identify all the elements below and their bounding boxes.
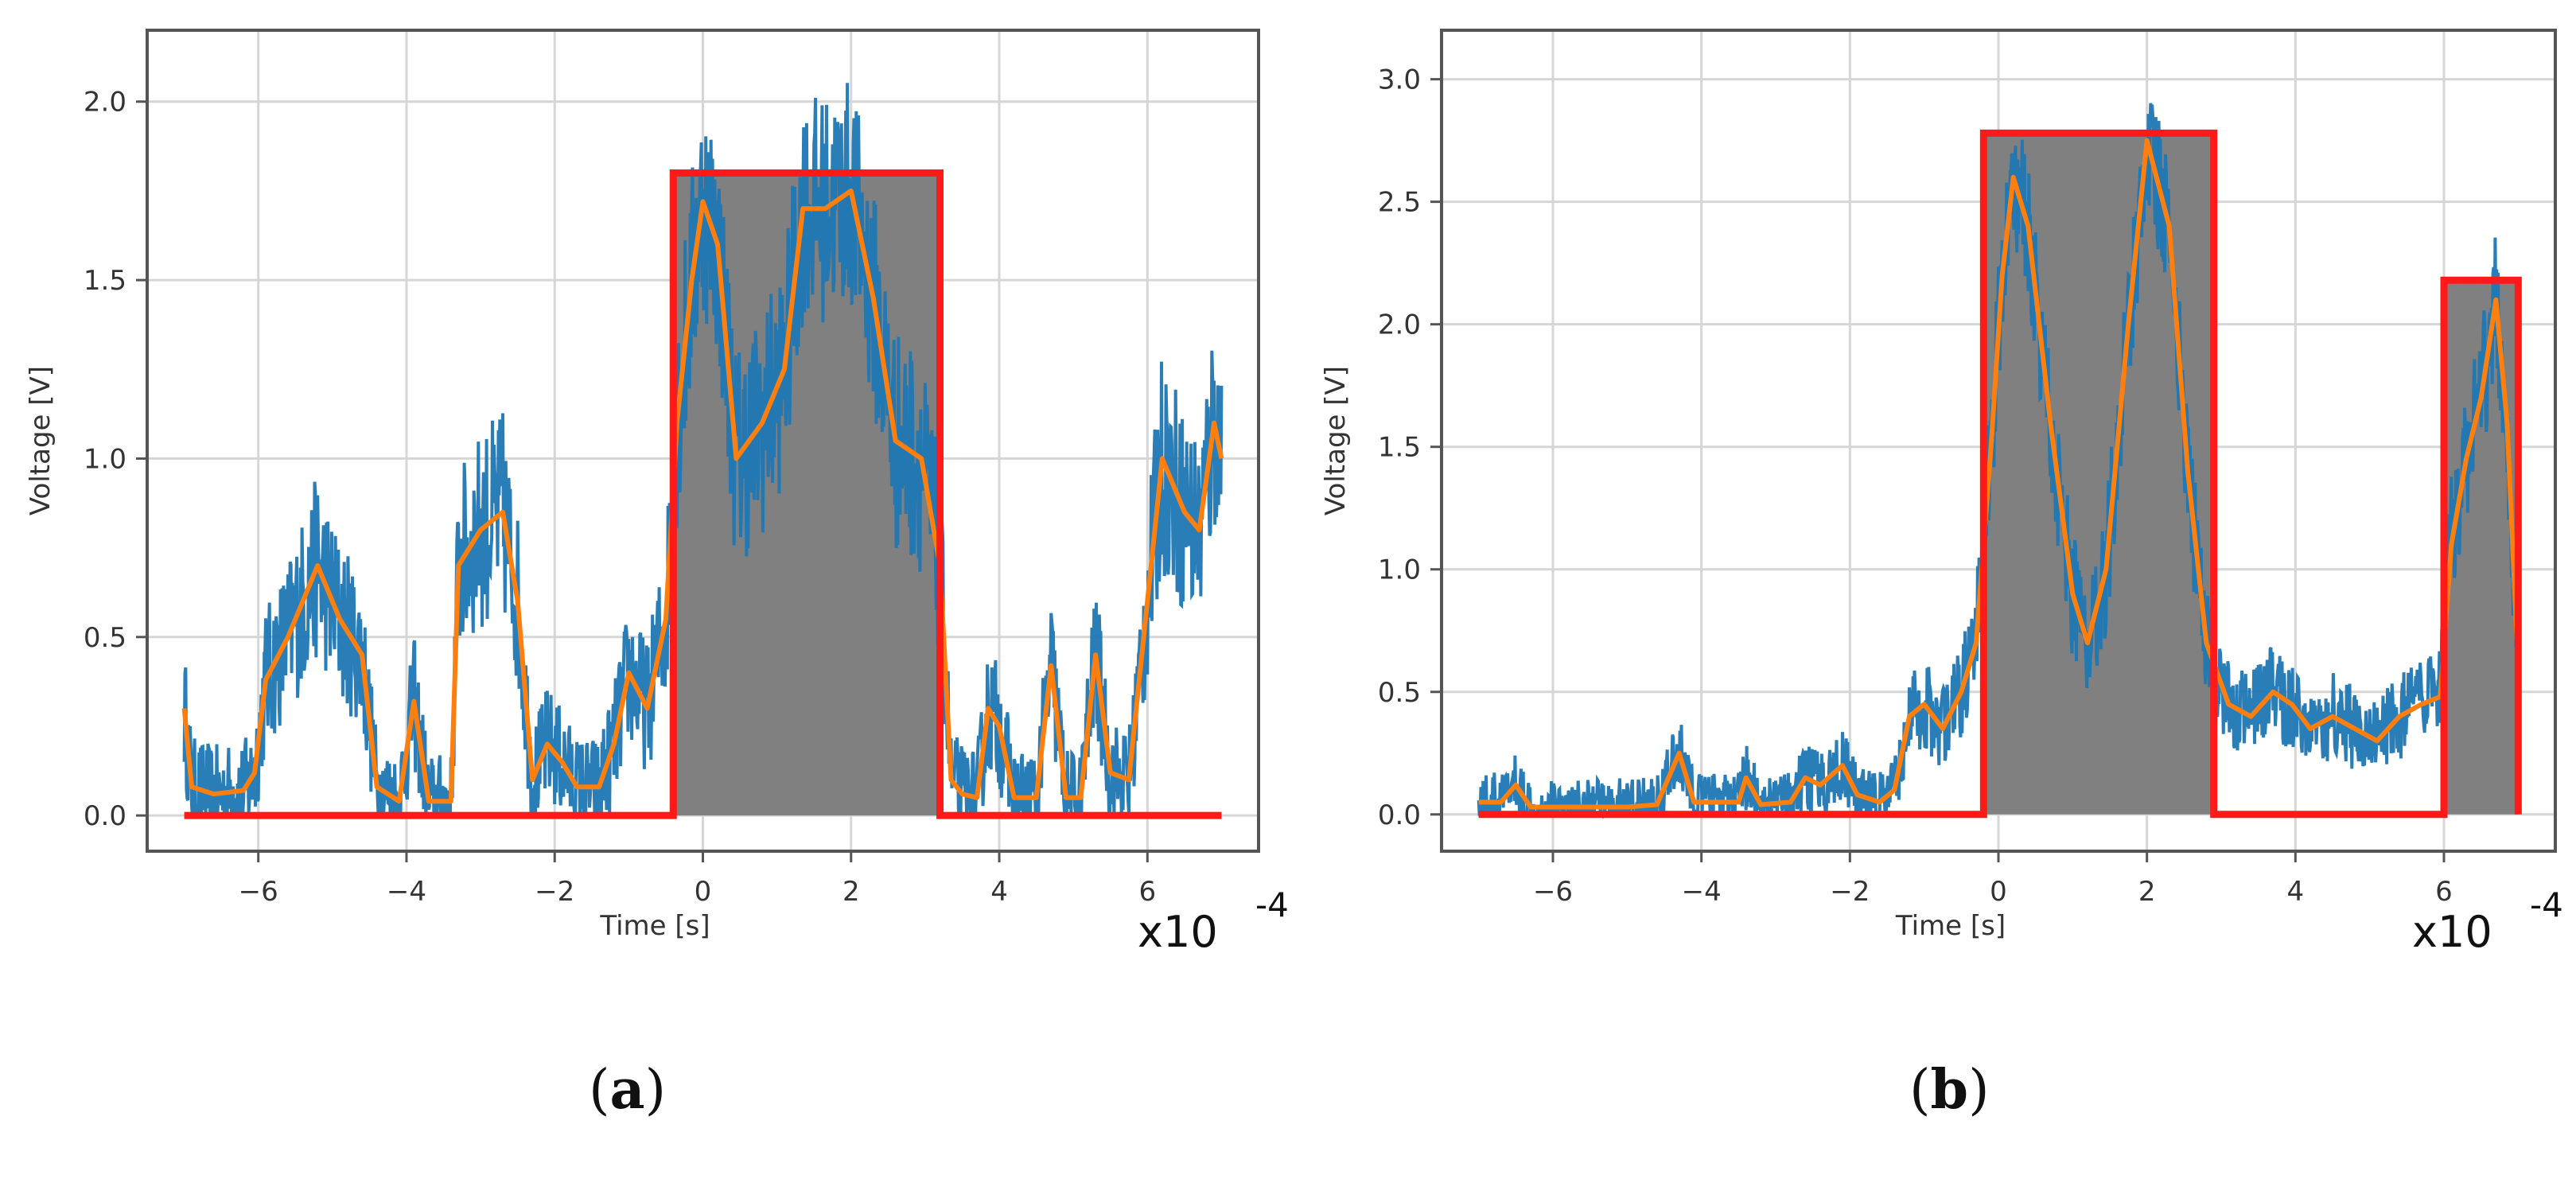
- caption-b: (b): [1909, 1058, 1990, 1122]
- x-tick-label: 0: [1990, 876, 2007, 908]
- panel-b: −6 −4 −2 0 2 4 6 0.0 0.5 1.0 1.5 2.0 2.5 3.0 Time [s] V…: [1320, 29, 2563, 957]
- x-tick-label: 2: [2138, 876, 2156, 908]
- x-tick-label: 4: [990, 876, 1008, 908]
- y-axis-label: Voltage [V]: [1320, 366, 1352, 515]
- y-tick-label: 2.0: [1378, 309, 1421, 341]
- x-tick-label: 0: [695, 876, 712, 908]
- x-multiplier-base: x10: [2412, 907, 2492, 957]
- pulse-outline-series: [1478, 129, 2522, 819]
- y-tick-label: 0.5: [1378, 677, 1421, 709]
- x-multiplier-exponent: -4: [2530, 885, 2563, 924]
- x-axis-label: Time [s]: [599, 910, 710, 942]
- y-tick-label: 3.0: [1378, 64, 1421, 96]
- x-tick-label: −6: [1533, 876, 1573, 908]
- pulse-area: [1478, 133, 2519, 815]
- raw-signal-series: [182, 83, 1224, 820]
- x-tick-label: −2: [1830, 876, 1870, 908]
- pulse-area: [184, 173, 1222, 816]
- y-axis-label: Voltage [V]: [25, 366, 56, 515]
- smoothed-signal-series: [181, 188, 1224, 804]
- y-tick-label: 1.0: [84, 443, 126, 475]
- y-tick-label: 1.5: [1378, 432, 1421, 464]
- raw-signal-series: [1477, 103, 2520, 819]
- x-tick-label: −6: [239, 876, 278, 908]
- x-axis-label: Time [s]: [1895, 910, 2006, 942]
- pulse-outline-series: [184, 169, 1222, 819]
- x-multiplier-exponent: -4: [1255, 885, 1289, 924]
- y-tick-label: 1.0: [1378, 554, 1421, 586]
- x-tick-label: −4: [387, 876, 426, 908]
- y-tick-label: 2.5: [1378, 187, 1421, 219]
- y-tick-label: 0.5: [84, 622, 126, 654]
- caption-a: (a): [589, 1058, 667, 1122]
- x-tick-label: 6: [1138, 876, 1156, 908]
- x-multiplier-base: x10: [1138, 907, 1218, 957]
- panel-a: −6 −4 −2 0 2 4 6 0.0 0.5 1.0 1.5 2.0 Time [s] Voltage…: [25, 29, 1289, 957]
- x-tick-label: 2: [842, 876, 860, 908]
- y-tick-label: 0.0: [84, 800, 126, 832]
- x-tick-label: −2: [535, 876, 574, 908]
- smoothed-signal-series: [1478, 138, 2521, 810]
- y-tick-label: 0.0: [1378, 799, 1421, 831]
- x-tick-label: 6: [2435, 876, 2453, 908]
- x-tick-label: −4: [1682, 876, 1722, 908]
- y-tick-label: 1.5: [84, 265, 126, 297]
- x-tick-label: 4: [2287, 876, 2305, 908]
- y-tick-label: 2.0: [84, 87, 126, 119]
